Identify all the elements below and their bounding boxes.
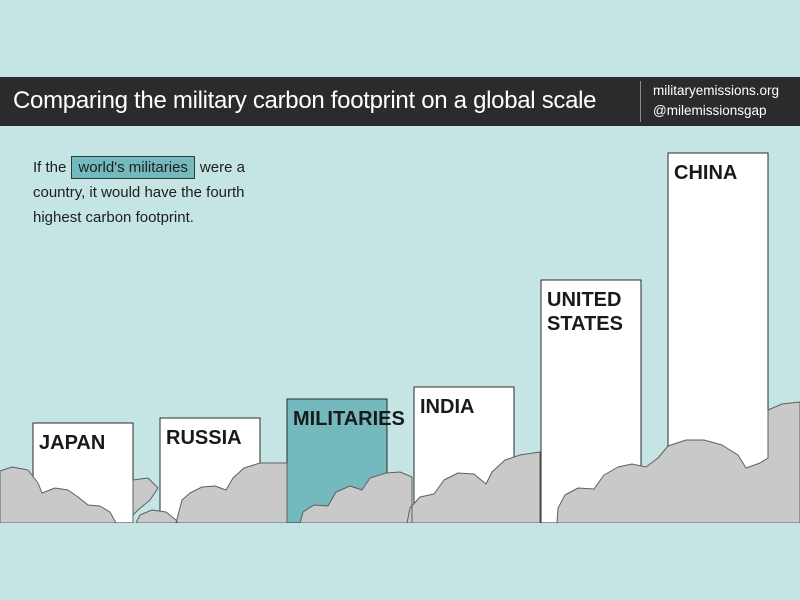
cloud-layer [0, 401, 800, 523]
intro-highlight: world's militaries [71, 156, 195, 179]
header-divider [640, 81, 641, 122]
intro-text: If the world's militaries were a country, … [33, 155, 283, 230]
bar-label-india: INDIA [420, 396, 474, 418]
bar-label-militaries: MILITARIES [293, 408, 405, 430]
intro-before: If the [33, 159, 67, 176]
social-handle-link[interactable]: @milemissionsgap [653, 103, 767, 118]
labels-layer: JAPAN RUSSIA MILITARIES INDIA UNITED STATES CH… [39, 162, 737, 454]
bar-label-russia: RUSSIA [166, 427, 242, 449]
bar-label-japan: JAPAN [39, 432, 105, 454]
page-title: Comparing the military carbon footprint … [13, 87, 597, 114]
header-links: militaryemissions.org @milemissionsgap [653, 81, 779, 121]
bar-chart: JAPAN RUSSIA MILITARIES INDIA UNITED STATES CH… [0, 152, 800, 523]
bar-label-united-states: UNITED STATES [547, 289, 623, 335]
header-bar: Comparing the military carbon footprint … [0, 77, 800, 126]
intro-after: were a country, it would have the fourth… [33, 159, 245, 226]
smoke-clouds [0, 401, 800, 523]
bar-label-china: CHINA [674, 162, 737, 184]
site-link[interactable]: militaryemissions.org [653, 83, 780, 98]
